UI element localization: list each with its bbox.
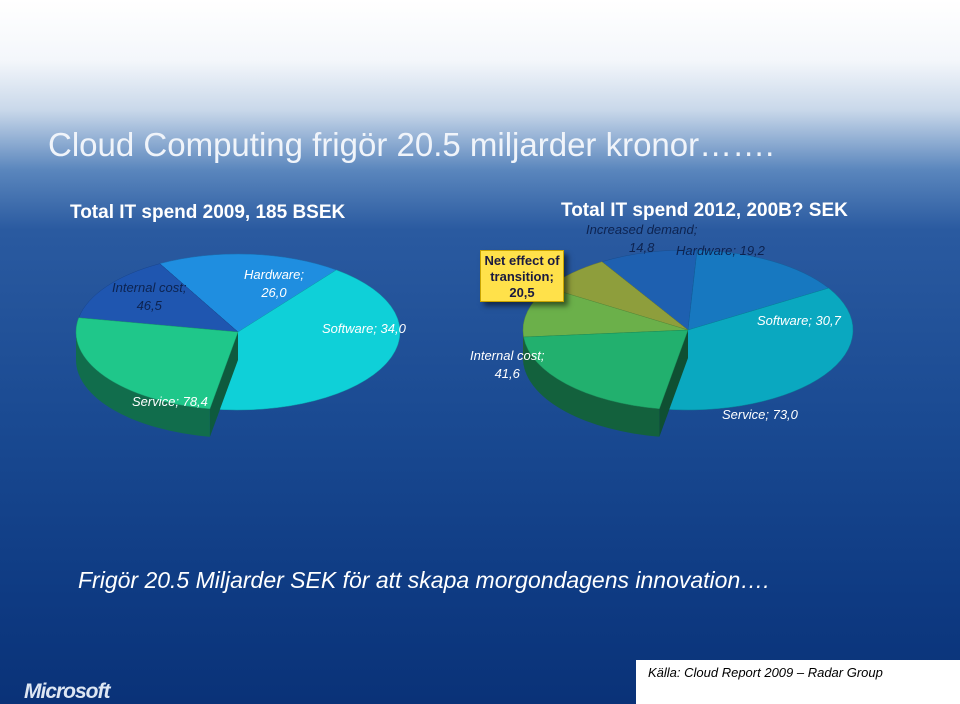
pie-slice-software	[159, 253, 337, 333]
chart-title-2012: Total IT spend 2012, 200B? SEK	[561, 200, 848, 221]
source-box	[636, 660, 960, 704]
slice-label-increased-demand-2012: Increased demand; 14,8	[586, 222, 698, 255]
slice-label-value: 30,7	[815, 313, 841, 328]
pie-slice-outer-wall	[76, 332, 210, 437]
slice-label-text: Internal cost	[112, 280, 183, 295]
slice-label-value: 34,0	[380, 321, 406, 336]
slice-label-text: Internal cost	[470, 348, 541, 363]
pie-chart-2009	[75, 253, 401, 437]
slice-label-hardware-2012: Hardware; 19,2	[676, 243, 765, 258]
slice-label-hardware-2009: Hardware; 26,0	[244, 267, 304, 300]
slice-label-text: Hardware	[676, 243, 733, 258]
slice-label-service-2012: Service; 73,0	[722, 407, 798, 422]
slice-label-text: Service	[132, 394, 176, 409]
pie-slice-service	[659, 287, 854, 411]
slice-label-text: Hardware	[244, 267, 301, 282]
slice-label-value: 46,5	[136, 298, 162, 313]
slice-label-internal-cost-2009: Internal cost; 46,5	[112, 280, 187, 313]
slide-title: Cloud Computing frigör 20.5 miljarder kr…	[48, 126, 775, 163]
slice-label-software-2009: Software; 34,0	[322, 321, 406, 336]
slice-label-value: 14,8	[629, 240, 655, 255]
source-note: Källa: Cloud Report 2009 – Radar Group	[648, 665, 883, 680]
slice-label-value: 19,2	[739, 243, 765, 258]
microsoft-logo: Microsoft	[24, 680, 110, 703]
pie-slice-outer-wall	[523, 337, 660, 437]
slice-label-internal-cost-2012: Internal cost; 41,6	[470, 348, 545, 381]
callout-line-3: 20,5	[509, 285, 535, 300]
chart-title-2009: Total IT spend 2009, 185 BSEK	[70, 202, 346, 223]
callout-line-1: Net effect of	[484, 253, 560, 268]
pie-slice-service	[209, 269, 401, 411]
callout-line-2: transition;	[490, 269, 554, 284]
slice-label-software-2012: Software; 30,7	[757, 313, 841, 328]
slice-label-value: 73,0	[772, 407, 798, 422]
slice-label-value: 26,0	[261, 285, 287, 300]
pie-slice-internal-cost	[523, 329, 689, 410]
slice-label-value: 78,4	[182, 394, 208, 409]
pie-slice-hardware	[601, 249, 698, 331]
pie-chart-2012	[522, 249, 854, 437]
pie-slice-hardware	[78, 263, 239, 333]
slice-label-text: Software	[757, 313, 809, 328]
slice-label-service-2009: Service; 78,4	[132, 394, 208, 409]
slice-label-text: Service	[722, 407, 766, 422]
slice-label-value: 41,6	[494, 366, 520, 381]
slice-label-text: Increased demand	[586, 222, 694, 237]
pie-slice-software	[687, 249, 830, 331]
pie-slice-outer-wall	[523, 330, 524, 366]
pie-slice-internal-cost	[75, 317, 239, 410]
tagline: Frigör 20.5 Miljarder SEK för att skapa …	[78, 567, 770, 593]
net-effect-callout: Net effect of transition; 20,5	[480, 250, 564, 302]
slice-label-text: Software	[322, 321, 374, 336]
